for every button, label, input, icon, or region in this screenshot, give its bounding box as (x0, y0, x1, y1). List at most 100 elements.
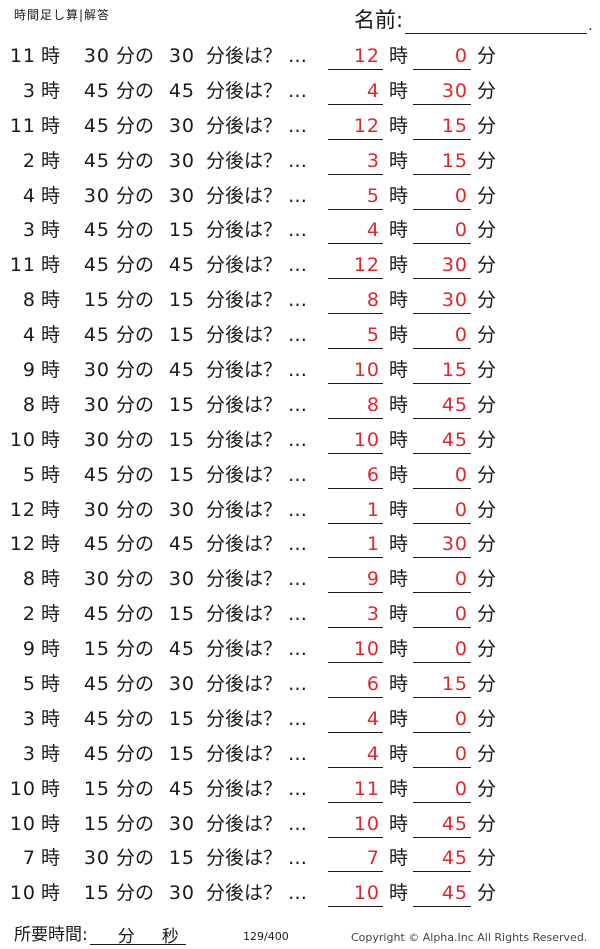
answer-hour[interactable]: 6 (328, 462, 383, 489)
answer-hour[interactable]: 4 (328, 741, 383, 768)
answer-minute[interactable]: 0 (413, 636, 471, 664)
answer-minute[interactable]: 15 (413, 671, 471, 699)
question-text: 分後は？ … (206, 324, 308, 347)
copyright: Copyright © Alpha.Inc All Rights Reserve… (351, 931, 588, 944)
start-minute: 30 (83, 45, 110, 67)
answer-minute[interactable]: 0 (413, 706, 471, 733)
start-minute: 30 (83, 428, 110, 451)
answer-hour[interactable]: 7 (328, 845, 383, 873)
answer-minute[interactable]: 0 (413, 322, 471, 350)
minute-label: 分 (477, 79, 497, 102)
question-text: 分後は？ … (206, 568, 308, 591)
answer-minute[interactable]: 45 (413, 845, 471, 873)
start-hour: 9 (22, 638, 36, 661)
start-hour: 5 (22, 673, 36, 696)
answer-minute[interactable]: 30 (413, 252, 471, 280)
answer-minute[interactable]: 0 (413, 497, 471, 524)
added-minutes: 30 (168, 498, 195, 521)
hour-label: 時 (389, 812, 409, 835)
hour-label: 時 (389, 777, 409, 800)
answer-hour[interactable]: 5 (328, 183, 383, 210)
answer-hour[interactable]: 10 (328, 811, 383, 838)
added-minutes: 15 (168, 219, 195, 242)
question-text: 分後は？ … (206, 882, 308, 905)
answer-hour[interactable]: 6 (328, 671, 383, 699)
answer-hour[interactable]: 10 (328, 357, 383, 385)
answer-minute[interactable]: 0 (413, 462, 471, 489)
added-minutes: 45 (168, 359, 195, 382)
hour-label: 時 (389, 742, 409, 765)
start-minute: 45 (83, 463, 110, 486)
answer-hour[interactable]: 9 (328, 566, 383, 594)
hour-label: 時 (389, 219, 409, 242)
added-minutes: 15 (168, 603, 195, 626)
answer-minute[interactable]: 45 (413, 392, 471, 419)
start-hour: 10 (9, 428, 36, 451)
answer-minute[interactable]: 0 (413, 776, 471, 803)
hour-label: 時 (41, 638, 61, 661)
answer-minute[interactable]: 0 (413, 741, 471, 768)
answer-hour[interactable]: 8 (328, 287, 383, 315)
added-minutes: 15 (168, 847, 195, 870)
answer-hour[interactable]: 3 (328, 601, 383, 629)
hour-label: 時 (389, 45, 409, 67)
question-text: 分後は？ … (206, 498, 308, 521)
minute-label: 分 (477, 289, 497, 312)
answer-minute[interactable]: 15 (413, 357, 471, 385)
problem-row: 5 時 45 分の 30 分後は？ … 6 時 15 分 (0, 667, 600, 702)
answer-minute[interactable]: 0 (413, 183, 471, 210)
minute-of-label: 分の (116, 219, 155, 242)
answer-minute[interactable]: 0 (413, 217, 471, 245)
answer-hour[interactable]: 12 (328, 252, 383, 280)
hour-label: 時 (41, 603, 61, 626)
answer-minute[interactable]: 15 (413, 113, 471, 140)
answer-hour[interactable]: 1 (328, 497, 383, 524)
page-number: 129/400 (243, 930, 289, 943)
answer-minute[interactable]: 0 (413, 43, 471, 70)
hour-label: 時 (389, 603, 409, 626)
answer-hour[interactable]: 10 (328, 880, 383, 908)
answer-hour[interactable]: 10 (328, 636, 383, 664)
start-hour: 4 (22, 184, 36, 207)
answer-hour[interactable]: 4 (328, 78, 383, 105)
minute-label: 分 (477, 359, 497, 382)
answer-minute[interactable]: 30 (413, 78, 471, 105)
hour-label: 時 (41, 149, 61, 172)
hour-label: 時 (41, 463, 61, 486)
question-text: 分後は？ … (206, 289, 308, 312)
minute-of-label: 分の (116, 79, 155, 102)
question-text: 分後は？ … (206, 603, 308, 626)
answer-hour[interactable]: 10 (328, 427, 383, 454)
minute-of-label: 分の (116, 777, 155, 800)
problem-row: 11 時 30 分の 30 分後は？ … 12 時 0 分 (0, 39, 600, 74)
time-required-field[interactable]: 分 秒 (89, 922, 186, 947)
hour-label: 時 (389, 463, 409, 486)
answer-hour[interactable]: 11 (328, 776, 383, 803)
answer-minute[interactable]: 45 (413, 811, 471, 838)
answer-hour[interactable]: 5 (328, 322, 383, 350)
answer-minute[interactable]: 0 (413, 601, 471, 629)
problem-row: 9 時 15 分の 45 分後は？ … 10 時 0 分 (0, 632, 600, 667)
answer-hour[interactable]: 4 (328, 706, 383, 733)
answer-hour[interactable]: 1 (328, 531, 383, 559)
time-required: 所要時間: 分 秒 (14, 920, 186, 947)
minute-of-label: 分の (116, 568, 155, 591)
question-text: 分後は？ … (206, 638, 308, 661)
answer-hour[interactable]: 3 (328, 148, 383, 175)
start-hour: 8 (22, 289, 36, 312)
answer-hour[interactable]: 12 (328, 113, 383, 140)
answer-minute[interactable]: 15 (413, 148, 471, 175)
answer-hour[interactable]: 4 (328, 217, 383, 245)
minute-label: 分 (477, 114, 497, 137)
answer-hour[interactable]: 8 (328, 392, 383, 419)
question-text: 分後は？ … (206, 359, 308, 382)
name-field[interactable] (405, 11, 588, 34)
answer-minute[interactable]: 30 (413, 287, 471, 315)
answer-minute[interactable]: 30 (413, 531, 471, 559)
added-minutes: 30 (168, 184, 195, 207)
answer-minute[interactable]: 45 (413, 880, 471, 908)
hour-label: 時 (389, 847, 409, 870)
answer-hour[interactable]: 12 (328, 43, 383, 70)
answer-minute[interactable]: 0 (413, 566, 471, 594)
answer-minute[interactable]: 45 (413, 427, 471, 454)
